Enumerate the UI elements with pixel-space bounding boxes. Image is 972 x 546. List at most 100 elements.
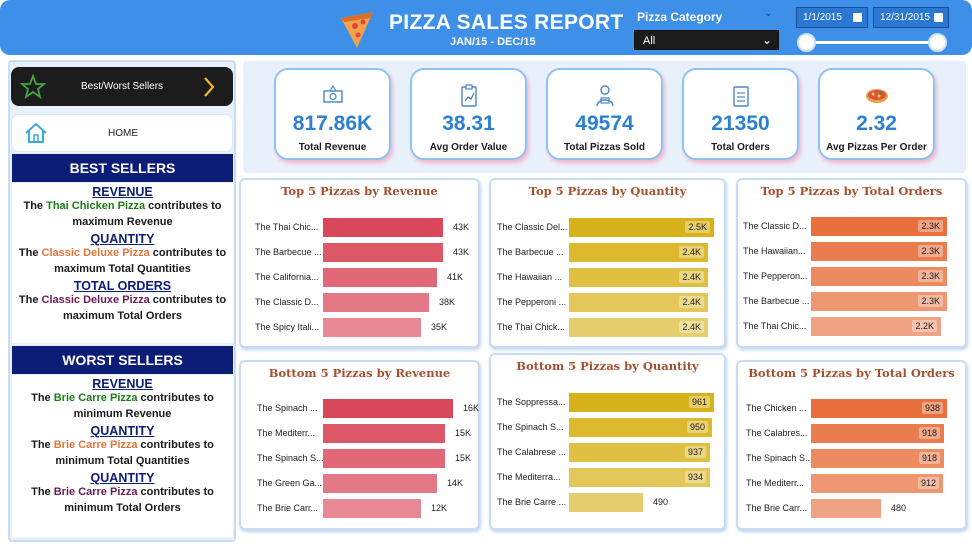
date-slider-end-handle[interactable] [928, 33, 947, 52]
bar-value-label: 480 [891, 503, 907, 513]
chevron-right-icon [204, 77, 215, 97]
bar[interactable] [323, 474, 437, 493]
bar[interactable]: 938 [811, 399, 947, 418]
bar-value-label: 934 [684, 471, 706, 483]
text: contributes to [137, 392, 214, 404]
bar[interactable] [323, 318, 421, 337]
bar-category-label: The California... [255, 272, 319, 282]
worst-orders-block: QUANTITY The Brie Carre Pizza contribute… [12, 471, 233, 516]
best-orders-block: TOTAL ORDERS The Classic Deluxe Pizza co… [12, 279, 233, 324]
category-dropdown[interactable]: All ⌄ [634, 30, 779, 50]
section-heading: REVENUE [92, 185, 153, 199]
bar[interactable]: 2.5K [569, 218, 714, 237]
bar-value-label: 43K [453, 222, 470, 232]
chart-title: Bottom 5 Pizzas by Quantity [516, 359, 699, 373]
start-date-value: 1/1/2015 [803, 12, 842, 23]
text: maximum Total Quantities [54, 262, 191, 275]
pizza-icon [865, 89, 888, 103]
bar-value-label: 937 [684, 446, 706, 458]
category-collapse-icon[interactable]: ⌄ [764, 8, 773, 19]
bar[interactable]: 950 [569, 418, 712, 437]
bar[interactable]: 2.3K [811, 242, 947, 261]
end-date-input[interactable]: 12/31/2015 [873, 7, 949, 28]
bar[interactable]: 2.3K [811, 292, 947, 311]
text: maximum Total Orders [63, 309, 182, 322]
text: The [31, 392, 54, 404]
best-worst-sellers-button[interactable]: Best/Worst Sellers [11, 67, 233, 106]
bar[interactable]: 918 [811, 449, 944, 468]
bar-category-label: The Hawaiian... [743, 246, 806, 256]
bar[interactable]: 2.4K [569, 293, 708, 312]
kpi-card-total-pizzas-sold: 49574 Total Pizzas Sold [546, 68, 663, 160]
text: minimum Total Quantities [55, 454, 190, 467]
bar-category-label: The Classic Del... [497, 222, 568, 232]
start-date-input[interactable]: 1/1/2015 [796, 7, 868, 28]
kpi-card-total-orders: 21350 Total Orders [682, 68, 799, 160]
bar[interactable] [323, 293, 429, 312]
bar[interactable]: 2.3K [811, 217, 947, 236]
bar[interactable] [323, 499, 421, 518]
kpi-value: 2.32 [856, 112, 897, 135]
calendar-icon[interactable] [853, 13, 862, 22]
bar[interactable]: 2.3K [811, 267, 947, 286]
best-revenue-block: REVENUE The Thai Chicken Pizza contribut… [12, 185, 233, 230]
kpi-label: Avg Pizzas Per Order [826, 142, 927, 153]
home-button[interactable]: HOME [11, 114, 233, 152]
chart-title: Top 5 Pizzas by Total Orders [760, 184, 943, 198]
chart-top5-quantity: Top 5 Pizzas by Quantity The Classic Del.… [489, 178, 726, 348]
worst-sellers-body: REVENUE The Brie Carre Pizza contributes… [12, 375, 233, 537]
date-slider-start-handle[interactable] [797, 33, 816, 52]
kpi-card-total-revenue: 817.86K Total Revenue [274, 68, 391, 160]
bar-value-label: 2.3K [918, 220, 943, 232]
bar[interactable]: 961 [569, 393, 714, 412]
bar[interactable] [323, 399, 453, 418]
date-slider-track[interactable] [806, 41, 938, 44]
text: contributes to [137, 486, 214, 498]
bar[interactable] [569, 493, 643, 512]
clipboard-chart-icon [460, 84, 477, 107]
bar[interactable]: 934 [569, 468, 710, 487]
end-date-value: 12/31/2015 [880, 12, 931, 23]
text: contributes to [149, 247, 227, 259]
bar[interactable] [323, 424, 445, 443]
bar-value-label: 41K [447, 272, 464, 282]
bar[interactable] [323, 243, 443, 262]
bar[interactable]: 2.2K [811, 317, 941, 336]
delivery-person-icon [595, 85, 614, 107]
bar-value-label: 918 [918, 427, 940, 439]
kpi-card-avg-pizzas-per-order: 2.32 Avg Pizzas Per Order [818, 68, 935, 160]
kpi-label: Avg Order Value [429, 142, 508, 153]
bar[interactable]: 2.4K [569, 318, 708, 337]
bar[interactable] [323, 449, 445, 468]
text: The [18, 247, 42, 259]
bar-category-label: The Spicy Itali... [255, 322, 320, 332]
text: minimum Revenue [73, 407, 172, 420]
bar[interactable]: 918 [811, 424, 944, 443]
pizza-slice-icon [341, 12, 373, 48]
pizza-name: Brie Carre Pizza [53, 439, 138, 451]
worst-sellers-heading: WORST SELLERS [12, 346, 233, 374]
bar[interactable]: 2.4K [569, 268, 708, 287]
bar[interactable] [811, 499, 881, 518]
bar-value-label: 15K [455, 453, 472, 463]
best-sellers-body: REVENUE The Thai Chicken Pizza contribut… [12, 183, 233, 343]
chart-bottom5-revenue: Bottom 5 Pizzas by Revenue The Spinach ..… [239, 360, 480, 530]
checklist-icon [732, 86, 749, 107]
calendar-icon[interactable] [934, 13, 943, 22]
bar-category-label: The Calabrese ... [497, 447, 567, 457]
bar[interactable]: 912 [811, 474, 943, 493]
star-icon [20, 74, 46, 100]
bar-value-label: 14K [447, 478, 464, 488]
bar[interactable] [323, 218, 443, 237]
chart-top5-orders: Top 5 Pizzas by Total Orders The Classic … [736, 178, 967, 348]
kpi-value: 49574 [575, 112, 634, 135]
section-heading: QUANTITY [90, 232, 155, 246]
best-worst-label: Best/Worst Sellers [81, 81, 164, 92]
bar[interactable]: 2.4K [569, 243, 708, 262]
pizza-name: Brie Carre Pizza [53, 486, 138, 498]
bar[interactable]: 937 [569, 443, 710, 462]
bar-category-label: The Brie Carr... [746, 503, 808, 513]
bar[interactable] [323, 268, 437, 287]
bar-value-label: 490 [653, 497, 669, 507]
chart-bottom5-quantity: Bottom 5 Pizzas by Quantity The Soppressa… [489, 353, 726, 530]
